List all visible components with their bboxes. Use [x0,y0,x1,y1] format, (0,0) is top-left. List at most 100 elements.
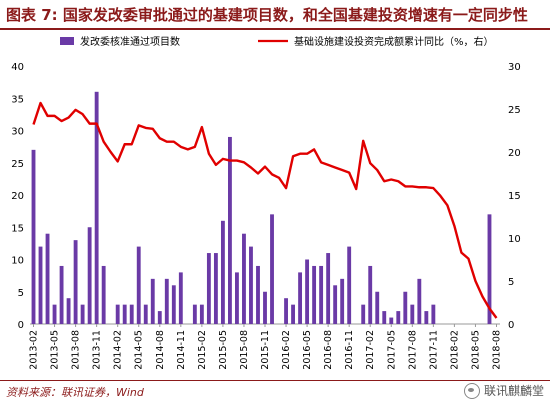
bar-2014-11 [178,272,183,324]
watermark: 联讯麒麟堂 [463,382,544,399]
bar-2016-10 [340,278,345,324]
left-axis-ticks: 0 5 10 15 20 25 30 35 40 [11,62,24,331]
x-tick-2016-11: 2016-11 [344,330,355,370]
right-tick-10: 10 [508,234,521,245]
right-tick-20: 20 [508,148,521,159]
bar-2016-03 [291,304,295,324]
x-tick-2014-08: 2014-08 [155,330,166,370]
bar-2013-11 [94,91,99,324]
bar-2016-06 [312,265,317,324]
bar-2016-08 [326,253,331,324]
bar-series [31,91,492,324]
bar-2013-12 [101,265,106,324]
left-tick-40: 40 [11,62,24,73]
bar-2015-09 [249,246,253,324]
legend: 发改委核准通过项目数 基础设施建设投资完成额累计同比（%，右） [60,35,494,48]
bar-2015-12 [270,214,274,324]
right-tick-30: 30 [508,62,521,73]
line-series [32,101,498,319]
bar-2013-06 [59,265,64,324]
bar-2014-05 [136,246,141,324]
bar-2013-05 [52,304,57,324]
right-tick-25: 25 [508,105,521,116]
bar-2016-11 [347,246,352,324]
bar-2016-07 [319,265,324,324]
bar-2014-10 [171,285,176,324]
left-tick-5: 5 [18,288,24,299]
x-tick-2018-08: 2018-08 [491,330,502,370]
x-tick-2013-11: 2013-11 [92,330,103,370]
x-tick-2017-11: 2017-11 [428,330,439,370]
bar-2014-08 [157,311,162,324]
figure-title: 图表 7: 国家发改委审批通过的基建项目数，和全国基建投资增速有一定同步性 [6,6,528,24]
legend-line-label: 基础设施建设投资完成额累计同比（%，右） [294,35,494,48]
right-tick-0: 0 [508,320,514,331]
figure-header: 图表 7: 国家发改委审批通过的基建项目数，和全国基建投资增速有一定同步性 [0,0,550,28]
bar-2015-07 [235,272,239,324]
x-tick-2017-08: 2017-08 [407,330,418,370]
bar-2013-03 [38,246,43,324]
x-tick-2016-08: 2016-08 [323,330,334,370]
legend-bar-swatch [60,37,74,45]
x-tick-2016-02: 2016-02 [281,330,292,370]
bar-2017-07 [403,291,408,324]
bar-2016-02 [284,298,288,324]
source-note: 资料来源：联讯证券，Wind [6,386,144,399]
left-tick-35: 35 [11,94,24,105]
bar-2014-04 [129,304,134,324]
x-tick-2014-02: 2014-02 [113,330,124,370]
bar-2013-04 [45,233,50,324]
x-tick-2017-05: 2017-05 [386,330,397,370]
bar-2013-07 [66,298,71,324]
right-axis-ticks: 0 5 10 15 20 25 30 [508,62,521,331]
bar-2015-05 [220,220,225,324]
bar-2013-09 [80,304,85,324]
bar-2017-05 [389,317,394,324]
bar-2017-09 [417,278,422,324]
bar-2013-10 [87,227,92,324]
x-tick-2013-05: 2013-05 [50,330,61,370]
bar-2015-03 [206,253,211,324]
x-tick-2015-02: 2015-02 [197,330,208,370]
bar-2013-08 [73,240,78,324]
bar-2015-08 [242,233,246,324]
bar-2015-11 [263,291,267,324]
x-tick-2014-11: 2014-11 [176,330,187,370]
bar-2014-03 [122,304,127,324]
bar-2018-07 [487,214,492,324]
right-tick-5: 5 [508,277,514,288]
wechat-icon [463,382,480,399]
watermark-text: 联讯麒麟堂 [483,384,544,398]
bar-2017-03 [375,291,380,324]
bar-2017-01 [361,304,366,324]
bar-2017-11 [431,304,436,324]
left-tick-30: 30 [11,127,24,138]
left-tick-25: 25 [11,159,24,170]
bar-2015-01 [192,304,197,324]
x-tick-2013-08: 2013-08 [71,330,82,370]
x-tick-2015-11: 2015-11 [260,330,271,370]
x-tick-2013-02: 2013-02 [29,330,40,370]
bar-2017-08 [410,304,415,324]
bar-2015-04 [213,253,218,324]
x-axis-ticks: 2013-02 2013-05 2013-08 2013-11 2014-02 2014-… [29,324,502,370]
left-tick-20: 20 [11,191,24,202]
x-tick-2016-05: 2016-05 [302,330,313,370]
title-rule [0,28,550,30]
bar-2016-04 [298,272,303,324]
legend-bar-label: 发改委核准通过项目数 [80,35,180,48]
x-tick-2018-05: 2018-05 [470,330,481,370]
x-tick-2014-05: 2014-05 [134,330,145,370]
left-tick-0: 0 [18,320,24,331]
bar-2014-09 [164,278,169,324]
bar-2017-04 [382,311,387,324]
combo-chart: 发改委核准通过项目数 基础设施建设投资完成额累计同比（%，右） 0 5 10 15 20 2… [11,35,521,370]
bar-2017-06 [396,311,401,324]
bar-2016-09 [333,285,338,324]
x-tick-2015-05: 2015-05 [218,330,229,370]
x-tick-2015-08: 2015-08 [239,330,250,370]
bar-2013-02 [31,149,36,324]
bar-2014-07 [150,278,155,324]
bar-2014-06 [143,304,148,324]
